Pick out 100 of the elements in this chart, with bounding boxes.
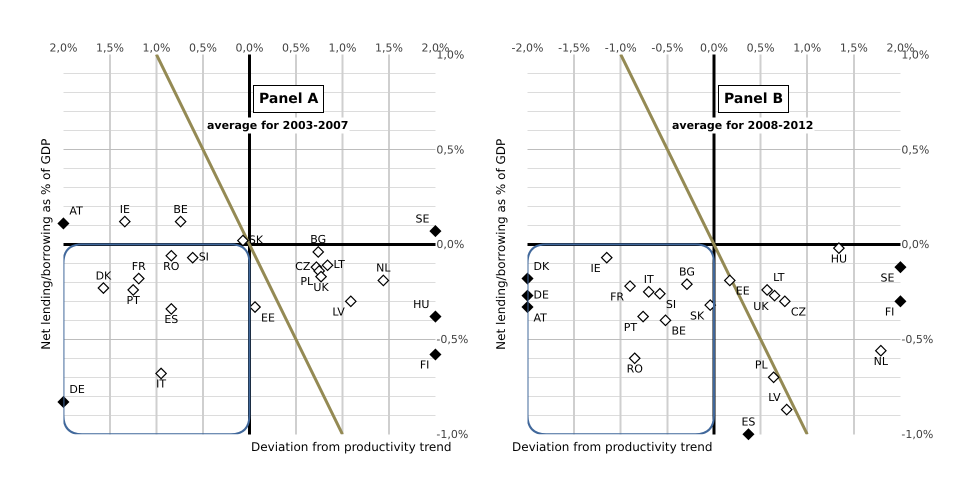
y-axis-title: Net lending/borrowing as % of GDP — [494, 138, 508, 350]
text: Panel A — [259, 91, 318, 107]
series-label: AT — [69, 204, 84, 218]
x-tick-label: -1,5% — [558, 41, 590, 54]
x-tick-label: 0,0% — [235, 41, 264, 54]
series-label: CZ — [790, 306, 806, 319]
point — [186, 252, 198, 264]
point — [724, 274, 736, 286]
series-label: FR — [132, 260, 146, 273]
series-label: HU — [830, 252, 848, 266]
series-label: SE — [880, 271, 894, 284]
x-tick-label: 1,0% — [793, 41, 822, 54]
point — [132, 272, 145, 284]
x-tick-label: 1,5% — [374, 41, 403, 54]
series-label: FR — [610, 290, 624, 304]
x-axis-title: Deviation from productivity trend — [251, 440, 452, 454]
series-label: CZ — [295, 260, 311, 273]
series-label: ES — [741, 416, 756, 429]
series-label: LV — [768, 390, 782, 404]
series-label: BE — [671, 324, 686, 338]
point — [600, 252, 613, 264]
series-label: LT — [334, 258, 346, 271]
series-label: NL — [874, 354, 889, 368]
series-label: AT — [534, 311, 548, 324]
series-label: BE — [173, 202, 188, 216]
point — [174, 216, 186, 228]
series-label: BG — [310, 233, 326, 246]
point — [660, 314, 672, 326]
series-label: EE — [261, 311, 275, 324]
point — [833, 242, 845, 254]
series-label: UK — [753, 300, 770, 313]
y-tick-label: 0,0% — [436, 238, 464, 252]
series-label: BG — [678, 265, 695, 278]
series-label: IE — [590, 262, 601, 275]
point — [768, 290, 780, 302]
point — [894, 261, 906, 273]
series-label: DE — [69, 383, 85, 396]
x-axis-title: Deviation from productivity trend — [512, 440, 712, 454]
series-label: PT — [126, 294, 140, 308]
point — [761, 284, 773, 296]
point — [637, 310, 649, 322]
series-label: SK — [690, 309, 706, 322]
x-tick-label: -1,0% — [604, 41, 637, 54]
x-tick-label: 1,0% — [142, 41, 170, 54]
y-tick-label: 0,5% — [901, 143, 930, 156]
point — [768, 371, 780, 384]
series-label: DK — [534, 260, 550, 273]
point — [237, 234, 249, 246]
y-tick-label: -0,5% — [436, 333, 468, 346]
series-label: SE — [415, 212, 430, 226]
point — [98, 282, 110, 294]
point — [312, 246, 324, 258]
point — [624, 280, 636, 292]
series-label: PT — [624, 320, 638, 334]
x-tick-label: 0,5% — [188, 41, 217, 54]
point — [378, 274, 390, 286]
series-label: IE — [120, 202, 130, 216]
point — [119, 216, 131, 228]
x-tick-label: 0,5% — [746, 41, 775, 54]
series-label: SI — [666, 298, 676, 311]
y-axis-title: Net lending/borrowing as % of GDP — [39, 138, 54, 350]
point — [127, 284, 139, 296]
series-label: RO — [163, 260, 180, 274]
series-label: LT — [773, 271, 785, 284]
series-label: HU — [413, 298, 430, 311]
series-label: DK — [96, 269, 112, 282]
point — [681, 278, 693, 290]
x-tick-label: 0,5% — [282, 41, 310, 54]
point — [642, 286, 654, 298]
text: average for 2008-2012 — [672, 119, 814, 132]
series-label: ES — [164, 313, 178, 326]
y-tick-label: 0,5% — [436, 143, 464, 156]
series-label: LV — [332, 306, 346, 319]
point — [315, 270, 327, 282]
x-tick-label: 2,0% — [49, 41, 78, 54]
series-label: FI — [420, 358, 430, 372]
x-tick-label: 1,0% — [328, 41, 356, 54]
point — [430, 225, 442, 237]
point — [166, 303, 178, 315]
x-tick-label: -2,0% — [512, 41, 544, 54]
series-label: IT — [156, 378, 166, 391]
point — [322, 259, 334, 272]
y-tick-label: -1,0% — [436, 428, 468, 442]
series-label: NL — [376, 262, 392, 275]
series-label: PL — [300, 275, 314, 288]
series-label: FI — [884, 306, 894, 319]
point — [742, 428, 754, 440]
y-tick-label: 0,0% — [901, 238, 930, 252]
x-tick-label: -0,5% — [651, 41, 684, 54]
text: Panel B — [724, 91, 784, 107]
series-label: IT — [644, 273, 654, 286]
series-label: SI — [198, 250, 209, 264]
point — [894, 296, 906, 308]
series-label: PL — [754, 358, 768, 372]
text: average for 2003-2007 — [207, 119, 348, 132]
point — [166, 250, 178, 262]
point — [654, 288, 666, 300]
point — [430, 310, 442, 322]
point — [249, 301, 261, 313]
x-tick-label: 0,0% — [700, 41, 728, 54]
